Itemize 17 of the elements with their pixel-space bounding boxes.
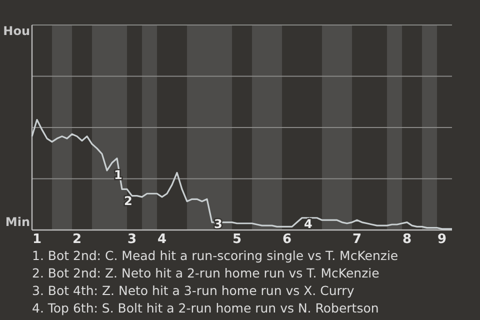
text: 1. Bot 2nd: C. Mead hit a run-scoring single vs T. McKenzie (32, 248, 398, 263)
x-tick-label: 7 (352, 232, 362, 247)
x-tick-label: 1 (32, 232, 42, 247)
x-tick-label: 8 (402, 232, 412, 247)
text: Hou (3, 24, 30, 38)
text: 4. Top 6th: S. Bolt hit a 2-run home run vs N. Robertson (32, 300, 379, 316)
x-tick-label: 5 (232, 232, 242, 247)
text: 2. Bot 2nd: Z. Neto hit a 2-run home run vs T. McKenzie (32, 266, 380, 280)
text: 3. Bot 4th: Z. Neto hit a 3-run home run vs X. Curry (32, 283, 355, 298)
x-tick-label: 9 (437, 232, 447, 247)
x-tick-label: 2 (72, 232, 82, 247)
annotation: 2 (124, 194, 132, 208)
text: Min (5, 215, 30, 229)
annotation: 4 (304, 217, 312, 231)
x-tick-label: 4 (157, 232, 167, 247)
x-tick-label: 3 (127, 232, 137, 247)
x-tick-label: 6 (282, 232, 292, 247)
